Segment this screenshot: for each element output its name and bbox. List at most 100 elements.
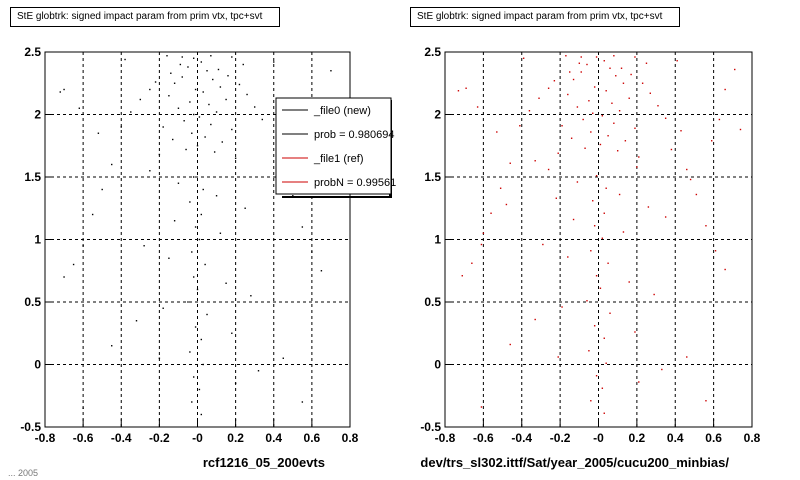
data-point (628, 97, 630, 99)
data-point (482, 232, 485, 234)
data-point (192, 176, 195, 178)
data-point (179, 63, 182, 66)
data-point (557, 356, 559, 358)
data-point (97, 132, 100, 134)
data-point (605, 187, 607, 189)
data-point (645, 62, 648, 64)
data-point (215, 111, 218, 113)
data-point (273, 61, 275, 63)
data-point (219, 232, 222, 234)
data-point (189, 351, 191, 353)
y-tick-label: 0 (34, 358, 41, 372)
data-point (143, 245, 145, 247)
data-point (547, 87, 550, 89)
y-tick-label: 0 (434, 358, 441, 372)
legend-label-file1: _file1 (ref) (313, 153, 364, 165)
data-point (586, 63, 588, 66)
data-point (528, 110, 531, 112)
data-point (238, 83, 241, 86)
data-point (187, 66, 189, 68)
data-point (192, 276, 195, 278)
data-point (111, 163, 113, 166)
data-point (607, 262, 609, 264)
data-point (547, 168, 550, 171)
data-point (695, 193, 698, 196)
data-point (124, 58, 126, 61)
data-point (221, 141, 223, 143)
data-point (210, 123, 212, 126)
data-point (172, 138, 174, 141)
data-point (461, 275, 463, 277)
data-point (638, 381, 640, 383)
data-point (553, 80, 556, 82)
data-point (149, 170, 151, 172)
data-point (734, 68, 736, 71)
data-point (634, 331, 636, 333)
data-point (664, 216, 667, 218)
data-point (301, 401, 304, 403)
x-tick-label: 0.6 (304, 431, 321, 445)
data-point (198, 116, 201, 118)
data-point (139, 98, 142, 101)
footer-text: ... 2005 (8, 468, 38, 478)
data-point (603, 337, 605, 339)
data-point (231, 128, 233, 131)
data-point (196, 288, 199, 291)
data-point (572, 78, 575, 81)
data-point (219, 86, 222, 88)
data-point (72, 263, 75, 266)
data-point (158, 357, 161, 359)
data-point (210, 55, 212, 57)
x-tick-label: 0.2 (629, 431, 646, 445)
data-point (471, 262, 473, 264)
data-point (78, 107, 81, 109)
data-point (593, 325, 596, 327)
data-point (457, 90, 460, 92)
y-tick-label: 1.5 (424, 170, 441, 184)
data-point (111, 345, 113, 347)
data-point (595, 275, 598, 277)
data-point (185, 148, 187, 151)
data-point (257, 370, 260, 372)
data-point (601, 387, 604, 389)
data-point (534, 318, 536, 321)
data-point (261, 118, 264, 121)
data-point (570, 137, 573, 139)
data-point (206, 313, 208, 316)
data-point (618, 110, 621, 112)
data-point (189, 101, 191, 103)
data-point (204, 263, 206, 266)
x-axis-title-right: dev/trs_sl302.ittf/Sat/year_2005/cucu200… (420, 455, 729, 470)
data-point (192, 113, 195, 116)
data-point (618, 193, 621, 196)
data-point (599, 143, 602, 146)
data-point (593, 225, 596, 227)
data-point (135, 320, 138, 322)
data-point (601, 237, 604, 239)
data-point (592, 200, 594, 202)
data-point (628, 281, 630, 283)
y-tick-label: 0.5 (424, 295, 441, 309)
data-point (202, 91, 204, 93)
data-point (576, 181, 579, 183)
y-tick-label: 1.5 (24, 170, 41, 184)
data-point (231, 56, 233, 58)
legend-box (275, 97, 392, 195)
data-point (588, 100, 590, 102)
data-point (565, 55, 567, 57)
data-point (120, 126, 122, 128)
data-point (200, 338, 203, 341)
data-point (538, 97, 540, 99)
data-point (561, 125, 563, 127)
data-point (149, 88, 151, 91)
data-point (177, 182, 180, 184)
data-point (189, 201, 191, 203)
data-point (686, 168, 688, 171)
data-point (653, 293, 655, 296)
data-point (576, 106, 579, 108)
data-point (292, 195, 294, 197)
data-point (173, 82, 176, 84)
data-point (496, 131, 498, 133)
x-tick-label: -0.4 (111, 431, 132, 445)
data-point (192, 57, 195, 59)
